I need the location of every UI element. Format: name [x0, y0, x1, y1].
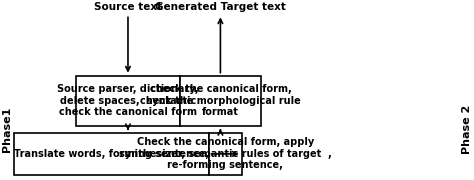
Bar: [76, 76, 180, 126]
Text: Check the canonical form, apply
synthesizer, semantic rules of target  ,
re-form: Check the canonical form, apply synthesi…: [119, 137, 331, 170]
Text: Generated Target text: Generated Target text: [155, 2, 286, 12]
Text: Translate words, forming sentence,: Translate words, forming sentence,: [14, 149, 209, 159]
Bar: [14, 133, 209, 175]
Text: check the canonical form,
check the morphological rule
format: check the canonical form, check the morp…: [140, 84, 301, 117]
Text: Phase1: Phase1: [2, 107, 12, 152]
Bar: [180, 76, 261, 126]
Text: Phase 2: Phase 2: [462, 105, 472, 154]
Bar: [209, 133, 242, 175]
Text: Source text: Source text: [94, 2, 162, 12]
Text: Source parser, dictionary,
delete spaces,  syntactic
check the canonical form: Source parser, dictionary, delete spaces…: [57, 84, 199, 117]
